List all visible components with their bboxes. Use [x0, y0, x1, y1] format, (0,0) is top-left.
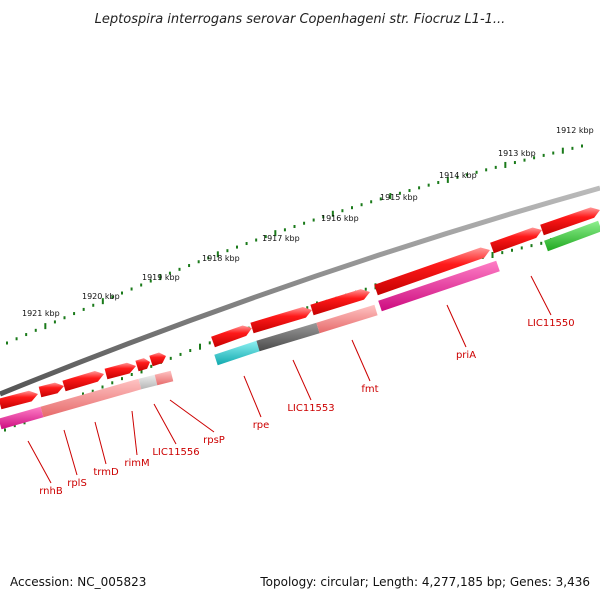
gene-arrow: [250, 307, 312, 334]
leader-line: [351, 339, 371, 382]
gene-label[interactable]: LIC11556: [152, 447, 199, 458]
gene-arrow: [104, 362, 136, 380]
label-leader-lines: [27, 275, 552, 484]
leader-line: [243, 375, 262, 418]
gene-arrow: [490, 227, 542, 254]
gene-arrow: [378, 260, 500, 312]
gene-arrow: [544, 220, 600, 252]
leader-line: [153, 403, 177, 445]
gene-label[interactable]: rpsP: [203, 435, 225, 446]
gene-label[interactable]: LIC11553: [287, 403, 334, 414]
gene-arrow: [214, 340, 260, 366]
leader-line: [530, 275, 552, 316]
leader-line: [169, 399, 215, 433]
gene-features: [0, 207, 600, 430]
gene-label[interactable]: LIC11550: [527, 318, 574, 329]
genome-backbone: [0, 185, 600, 397]
kbp-label: 1918 kbp: [202, 254, 240, 263]
genome-summary-text: Topology: circular; Length: 4,277,185 bp…: [259, 575, 590, 589]
gene-arrow: [135, 358, 150, 372]
gene-arrow: [211, 325, 252, 348]
genome-title: Leptospira interrogans serovar Copenhage…: [95, 12, 506, 27]
gene-arrow: [374, 247, 490, 296]
kbp-label: 1914 kbp: [439, 171, 477, 180]
gene-arrow: [0, 390, 38, 410]
gene-arrow: [154, 370, 174, 386]
leader-line: [94, 421, 107, 465]
gene-label[interactable]: trmD: [93, 467, 119, 478]
leader-line: [63, 429, 78, 476]
kbp-label: 1913 kbp: [498, 149, 536, 158]
gene-arrow: [38, 382, 64, 398]
kbp-label: 1921 kbp: [22, 309, 60, 318]
gene-arrow: [62, 371, 104, 392]
gene-arrow: [149, 352, 166, 367]
kbp-tick-track: [4, 144, 591, 432]
kbp-label: 1915 kbp: [380, 193, 418, 202]
gene-label[interactable]: priA: [456, 350, 476, 361]
leader-line: [131, 410, 138, 456]
gene-arrow: [138, 374, 158, 390]
kbp-label: 1916 kbp: [321, 214, 359, 223]
gene-label[interactable]: rplS: [67, 478, 87, 489]
gene-label[interactable]: rimM: [124, 458, 149, 469]
kbp-label: 1917 kbp: [262, 234, 300, 243]
kbp-label: 1912 kbp: [556, 126, 594, 135]
gene-arrow: [256, 322, 320, 352]
leader-line: [27, 440, 52, 484]
accession-text: Accession: NC_005823: [10, 575, 146, 589]
leader-line: [446, 304, 467, 348]
kbp-labels: 1921 kbp 1920 kbp 1919 kbp 1918 kbp 1917 kbp…: [22, 126, 594, 318]
gene-label[interactable]: rnhB: [39, 486, 63, 497]
kbp-label: 1920 kbp: [82, 292, 120, 301]
gene-arrow: [540, 207, 600, 236]
gene-arrow: [40, 378, 142, 418]
kbp-label: 1919 kbp: [142, 273, 180, 282]
gene-arrow: [316, 304, 378, 334]
gene-label[interactable]: fmt: [361, 384, 378, 395]
gene-arrow: [310, 289, 370, 316]
gene-label[interactable]: rpe: [253, 420, 270, 431]
leader-line: [292, 359, 312, 401]
gene-arrow: [0, 406, 44, 430]
